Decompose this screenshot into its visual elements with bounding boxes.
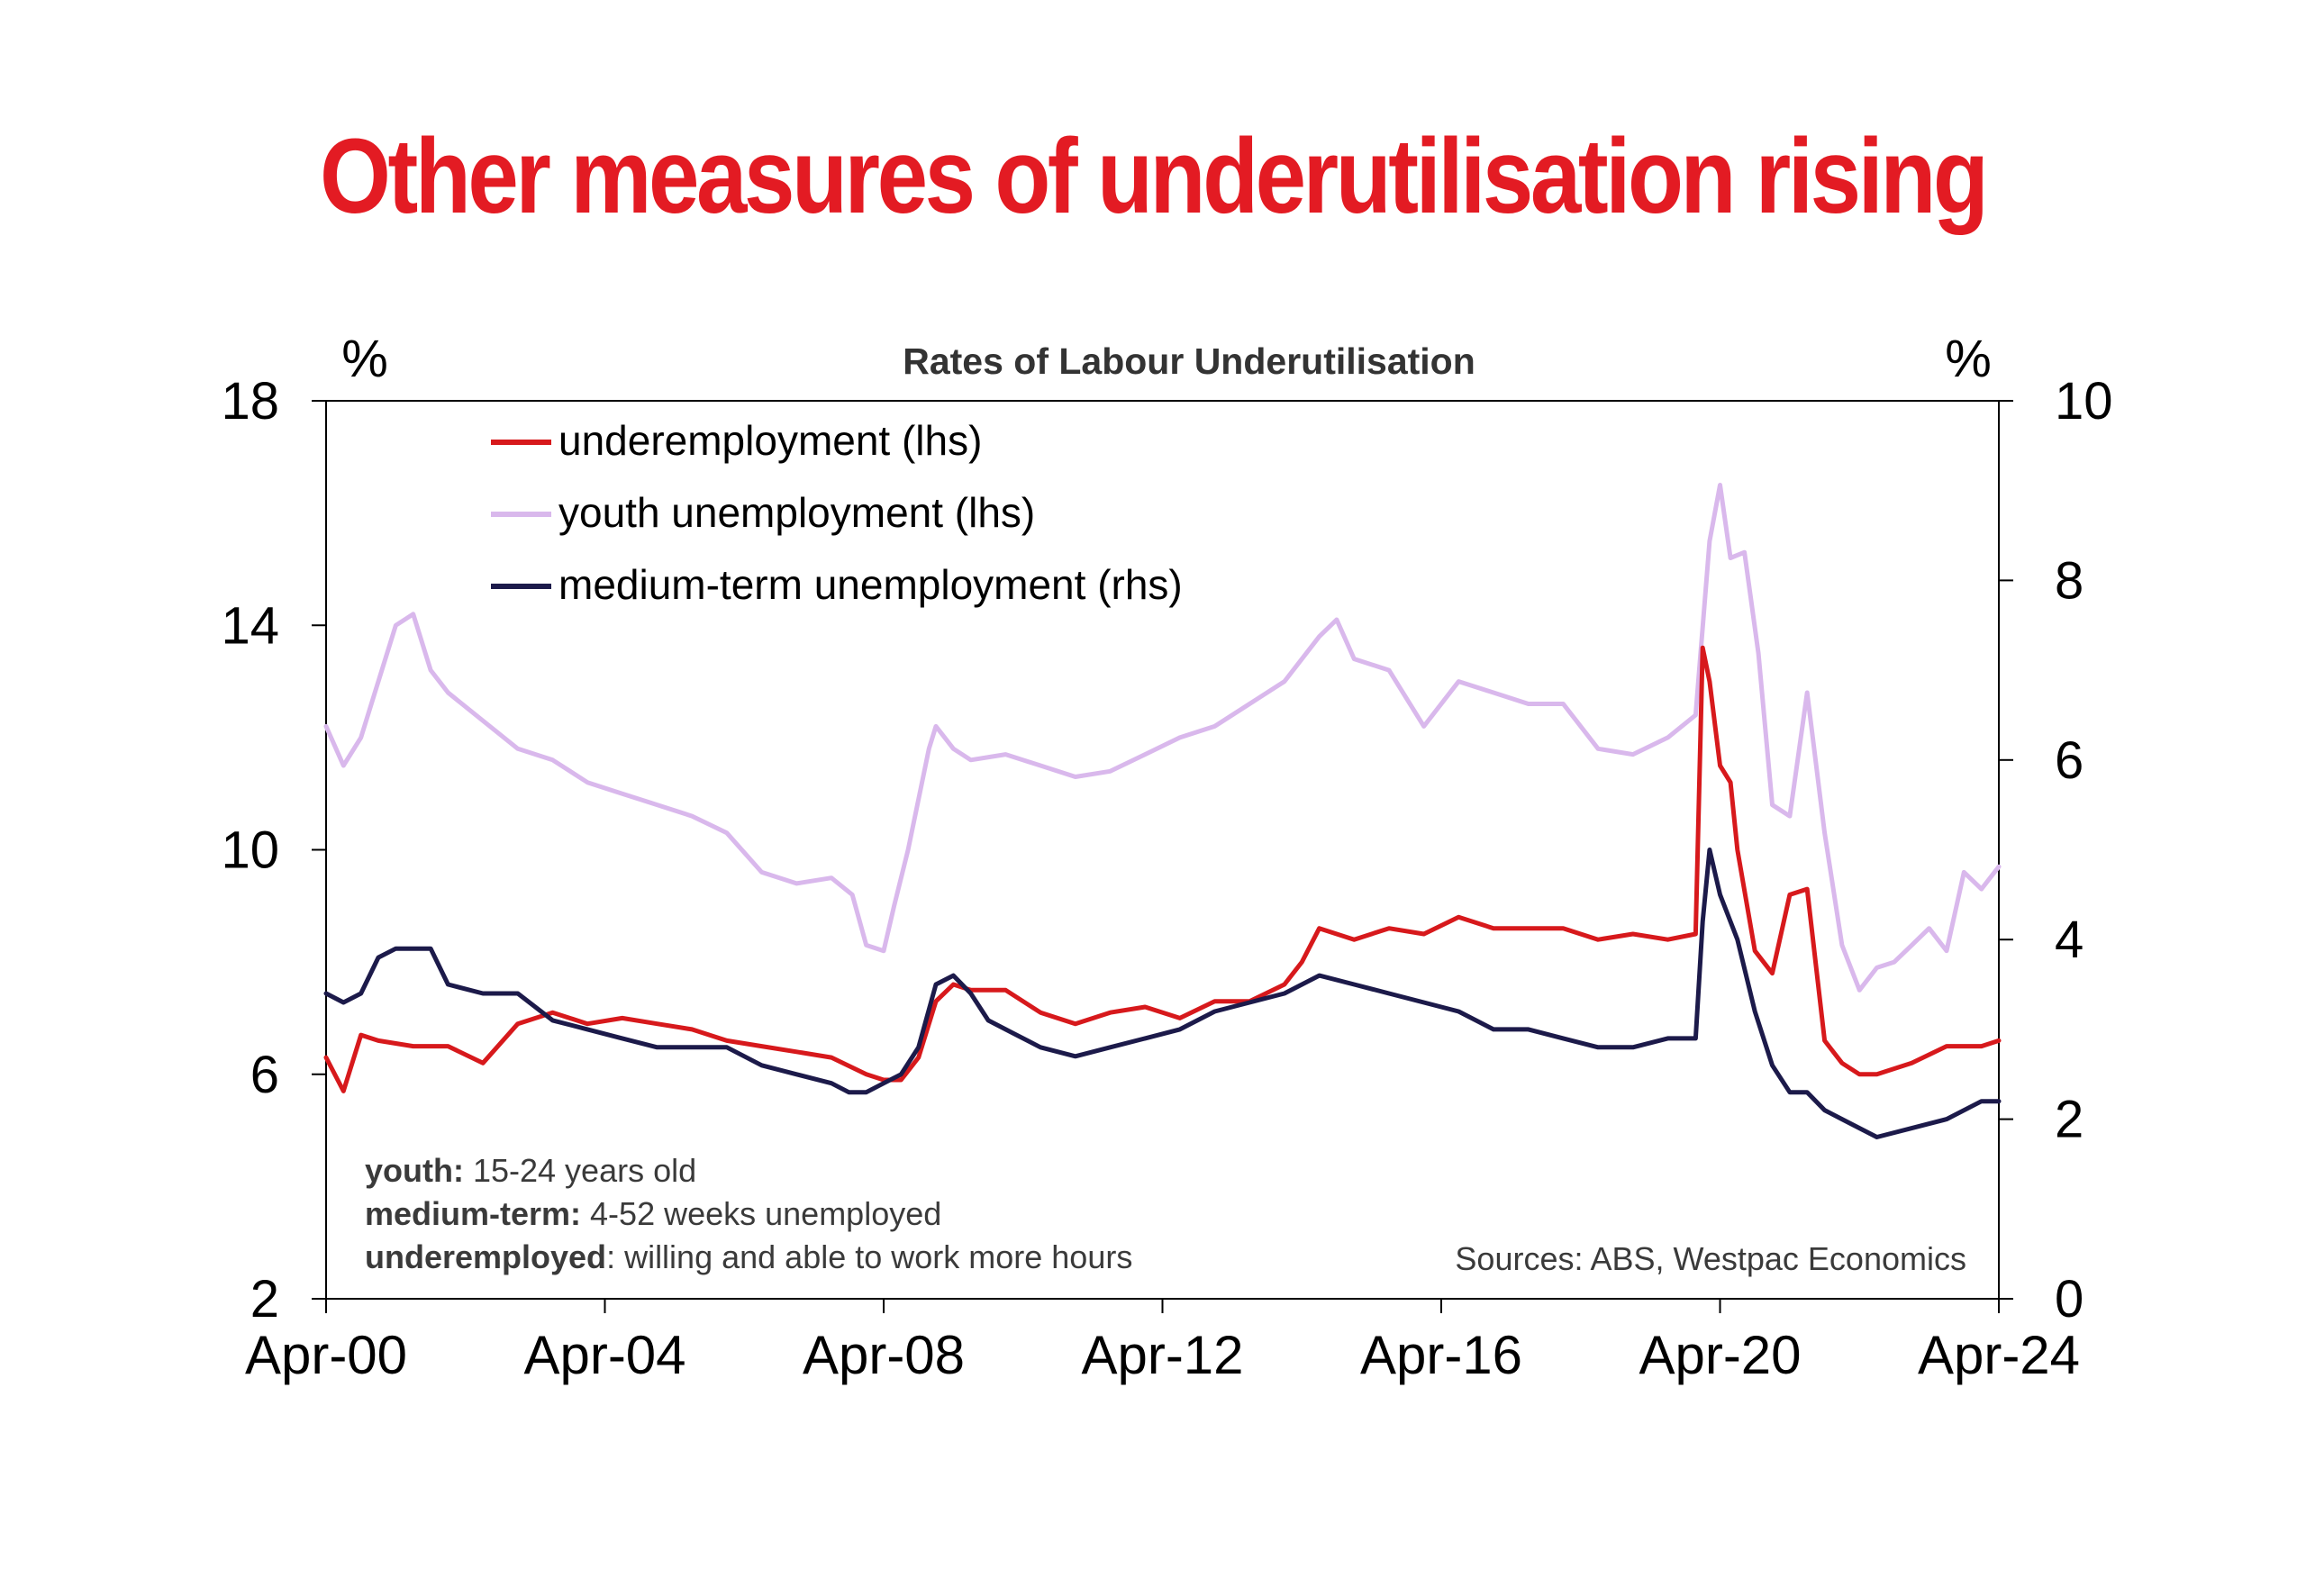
left-axis-tick-label: 14 xyxy=(221,596,279,655)
note-youth-term: youth: xyxy=(365,1152,464,1189)
x-axis-tick-label: Apr-12 xyxy=(1081,1325,1243,1385)
chart-title: Rates of Labour Underutilisation xyxy=(903,340,1475,382)
x-axis-tick-label: Apr-00 xyxy=(245,1325,407,1385)
source-note: Sources: ABS, Westpac Economics xyxy=(1455,1240,1966,1277)
left-axis-tick-label: 10 xyxy=(221,821,279,880)
legend-label-medium-term: medium-term unemployment (rhs) xyxy=(558,561,1183,608)
note-medium-term: medium-term: 4-52 weeks unemployed xyxy=(365,1195,941,1232)
left-axis-tick-label: 18 xyxy=(221,372,279,431)
right-axis-unit: % xyxy=(1945,330,1992,388)
right-axis-tick-label: 10 xyxy=(2055,372,2113,431)
note-underemployed-term: underemployed xyxy=(365,1238,606,1275)
axes-layer: 2 6 10 14 18 0 2 4 6 8 10 Apr-00 Apr-04 Apr-08 Apr-12 A… xyxy=(221,372,2112,1385)
right-axis-tick-label: 0 xyxy=(2055,1270,2084,1328)
left-axis-tick-label: 2 xyxy=(250,1270,279,1328)
left-axis-tick-label: 6 xyxy=(250,1046,279,1104)
legend: underemployment (lhs) youth unemployment… xyxy=(491,417,1183,608)
right-axis-tick-label: 4 xyxy=(2055,911,2084,969)
series-line-youth xyxy=(323,483,2002,993)
notes: youth: 15-24 years old medium-term: 4-52… xyxy=(365,1152,1132,1275)
x-axis-tick-label: Apr-04 xyxy=(523,1325,685,1385)
note-medium-term-text: 4-52 weeks unemployed xyxy=(581,1195,941,1232)
left-axis-unit: % xyxy=(341,330,388,388)
note-youth-text: 15-24 years old xyxy=(464,1152,696,1189)
legend-label-underemployment: underemployment (lhs) xyxy=(558,417,982,464)
right-axis-tick-label: 8 xyxy=(2055,551,2084,610)
note-underemployed: underemployed: willing and able to work … xyxy=(365,1238,1132,1275)
note-youth: youth: 15-24 years old xyxy=(365,1152,696,1189)
right-axis-tick-label: 2 xyxy=(2055,1091,2084,1149)
x-axis-tick-label: Apr-20 xyxy=(1639,1325,1801,1385)
legend-label-youth: youth unemployment (lhs) xyxy=(558,489,1035,536)
x-axis-tick-label: Apr-08 xyxy=(803,1325,965,1385)
series-line-medium-term xyxy=(323,848,2002,1139)
right-axis-tick-label: 6 xyxy=(2055,731,2084,790)
note-underemployed-text: : willing and able to work more hours xyxy=(606,1238,1132,1275)
series-layer xyxy=(323,483,2002,1139)
x-axis-tick-label: Apr-24 xyxy=(1918,1325,2080,1385)
slide-title: Other measures of underutilisation risin… xyxy=(320,117,1989,236)
x-axis-tick-label: Apr-16 xyxy=(1360,1325,1522,1385)
note-medium-term-term: medium-term: xyxy=(365,1195,581,1232)
